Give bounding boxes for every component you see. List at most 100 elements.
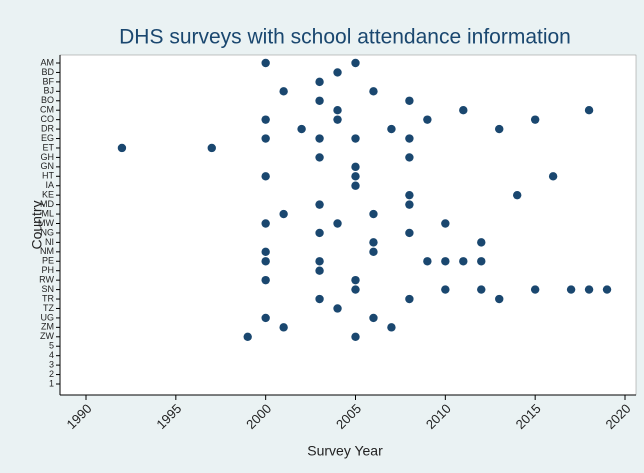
point — [333, 106, 342, 115]
point — [405, 153, 414, 162]
point — [261, 275, 270, 285]
point — [369, 238, 378, 247]
point — [530, 285, 540, 294]
point — [207, 143, 216, 153]
point — [423, 257, 432, 266]
point — [261, 313, 270, 323]
point — [333, 304, 342, 313]
y-tick-label: NM — [40, 246, 54, 256]
point — [602, 285, 612, 294]
point — [315, 257, 324, 266]
point — [441, 285, 450, 294]
point — [351, 134, 360, 143]
y-tick-label: MW — [38, 218, 54, 228]
point — [477, 285, 486, 294]
y-tick-label: BF — [42, 76, 54, 86]
y-tick-label: ML — [41, 208, 54, 218]
y-tick-label: TZ — [43, 303, 54, 313]
y-tick-label: ZW — [40, 331, 54, 341]
y-tick-label: GH — [41, 152, 55, 162]
point — [351, 275, 360, 285]
y-tick-label: PH — [41, 265, 54, 275]
y-tick-label: NI — [45, 237, 54, 247]
point — [261, 115, 270, 124]
point — [369, 87, 378, 96]
chart-title: DHS surveys with school attendance infor… — [119, 26, 571, 49]
y-tick-label: ET — [42, 142, 54, 152]
y-tick-label: 2 — [49, 369, 54, 379]
y-tick-label: TR — [42, 293, 54, 303]
point — [351, 58, 360, 68]
y-tick-label: BJ — [43, 86, 54, 96]
point — [243, 332, 252, 341]
y-tick-label: 5 — [49, 341, 54, 351]
point — [315, 134, 324, 143]
point — [279, 209, 288, 219]
y-tick-label: MD — [40, 199, 54, 209]
y-tick-label: 3 — [49, 359, 54, 369]
point — [315, 228, 324, 238]
plot-area — [59, 54, 637, 396]
point — [261, 58, 270, 68]
point — [495, 294, 504, 304]
y-tick-label: PE — [42, 256, 54, 266]
point — [423, 115, 432, 124]
y-tick-label: RW — [39, 275, 54, 285]
point — [333, 68, 342, 77]
point — [405, 190, 414, 200]
point — [261, 134, 270, 143]
point — [297, 124, 306, 134]
y-tick-label: BD — [41, 67, 54, 77]
y-tick-label: HT — [42, 171, 54, 181]
y-tick-label: KE — [42, 190, 54, 200]
point — [530, 115, 540, 124]
y-tick-label: UG — [41, 312, 55, 322]
point — [405, 294, 414, 304]
point — [279, 87, 288, 96]
point — [459, 106, 468, 115]
y-tick-label: BO — [41, 95, 54, 105]
point — [351, 162, 360, 172]
point — [441, 257, 450, 266]
point — [584, 285, 594, 294]
point — [405, 200, 414, 209]
point — [261, 257, 270, 266]
y-tick-label: CO — [41, 114, 55, 124]
point — [405, 96, 414, 105]
y-tick-label: GN — [41, 161, 55, 171]
point — [387, 323, 396, 332]
point — [495, 124, 504, 134]
point — [279, 323, 288, 332]
point — [351, 181, 360, 190]
y-tick-label: SN — [41, 284, 54, 294]
y-tick-label: AM — [41, 57, 55, 67]
point — [261, 247, 270, 257]
point — [117, 143, 127, 153]
y-tick-label: CM — [40, 105, 54, 115]
point — [369, 247, 378, 257]
point — [459, 257, 468, 266]
y-tick-label: ZM — [41, 322, 54, 332]
point — [333, 219, 342, 228]
point — [513, 190, 522, 200]
point — [351, 172, 360, 181]
y-tick-label: 4 — [49, 350, 54, 360]
point — [333, 115, 342, 124]
point — [351, 285, 360, 294]
point — [584, 106, 594, 115]
point — [441, 219, 450, 228]
point — [261, 172, 270, 181]
point — [315, 153, 324, 162]
point — [315, 200, 324, 209]
point — [405, 228, 414, 238]
y-tick-label: NG — [41, 227, 55, 237]
point — [369, 209, 378, 219]
x-axis-label: Survey Year — [307, 443, 383, 459]
y-axis-label: Country — [29, 200, 45, 249]
y-tick-label: IA — [45, 180, 54, 190]
y-tick-label: DR — [41, 123, 54, 133]
y-tick-label: EG — [41, 133, 54, 143]
point — [315, 77, 324, 87]
